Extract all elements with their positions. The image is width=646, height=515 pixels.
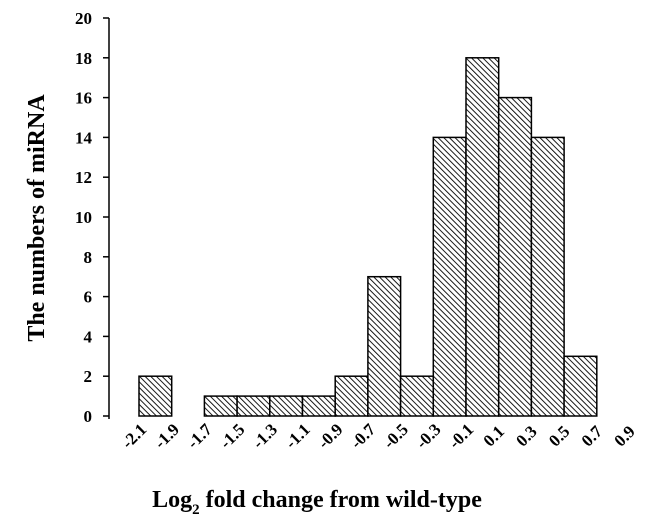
histogram-bar--1.1 — [301, 395, 336, 417]
y-tick-label: 16 — [75, 89, 92, 108]
y-tick-label: 6 — [84, 288, 93, 307]
y-tick-label: 20 — [75, 9, 92, 28]
y-tick-label: 18 — [75, 49, 92, 68]
x-tick-label: 0.9 — [610, 422, 638, 450]
histogram-bar-0.5 — [563, 355, 598, 417]
y-axis-title: The numbers of miRNA — [24, 94, 50, 342]
y-axis-ticks: 0 2 4 6 8 10 12 14 16 18 20 — [75, 9, 109, 426]
histogram-bar--0.3 — [432, 136, 467, 417]
x-tick-label: 0.1 — [480, 422, 508, 450]
histogram-bar--2.1 — [138, 375, 173, 417]
x-tick-label: -1.7 — [183, 420, 216, 453]
y-tick-label: 4 — [84, 327, 93, 346]
x-tick-label: 0.3 — [512, 422, 540, 450]
y-tick-label: 2 — [84, 367, 93, 386]
x-tick-label: -0.3 — [412, 420, 444, 452]
histogram-bar--0.7 — [367, 275, 402, 417]
y-tick-label: 10 — [75, 208, 92, 227]
x-tick-label: -0.7 — [347, 420, 380, 453]
x-axis-ticks: -2.1 -1.9 -1.7 -1.5 -1.3 -1.1 -0.9 -0.7 -0.5 -0.3… — [118, 420, 639, 453]
y-tick-label: 8 — [84, 248, 93, 267]
x-tick-label: 0.5 — [545, 422, 573, 450]
x-tick-label: -1.3 — [249, 420, 281, 452]
x-tick-label: -0.5 — [379, 420, 411, 452]
x-axis-title-subscript: 2 — [192, 502, 200, 515]
x-tick-label: -2.1 — [118, 420, 150, 452]
x-axis-title-rest: fold change from wild-type — [200, 487, 483, 513]
bar-group — [138, 57, 598, 417]
histogram-bar--0.5 — [399, 375, 435, 417]
x-tick-label: 0.7 — [578, 422, 607, 451]
histogram-bar--1.5 — [236, 395, 271, 417]
x-tick-label: -1.1 — [281, 420, 313, 452]
histogram-bar--0.9 — [334, 375, 369, 417]
histogram-bar--0.1 — [465, 57, 500, 417]
histogram-bar--1.7 — [203, 395, 238, 417]
histogram-bar-0.3 — [530, 136, 565, 417]
x-tick-label: -0.9 — [314, 420, 346, 452]
y-tick-label: 0 — [84, 407, 93, 426]
x-tick-label: -1.5 — [216, 420, 248, 452]
x-axis-title: Log2 fold change from wild-type — [152, 487, 482, 515]
histogram-bar--1.3 — [269, 395, 304, 417]
x-axis-title-main: Log — [152, 487, 192, 513]
x-tick-label: -0.1 — [445, 420, 477, 452]
x-tick-label: -1.9 — [151, 420, 183, 452]
histogram-bar-0.1 — [497, 96, 533, 417]
y-tick-label: 14 — [75, 128, 93, 147]
y-tick-label: 12 — [75, 168, 92, 187]
